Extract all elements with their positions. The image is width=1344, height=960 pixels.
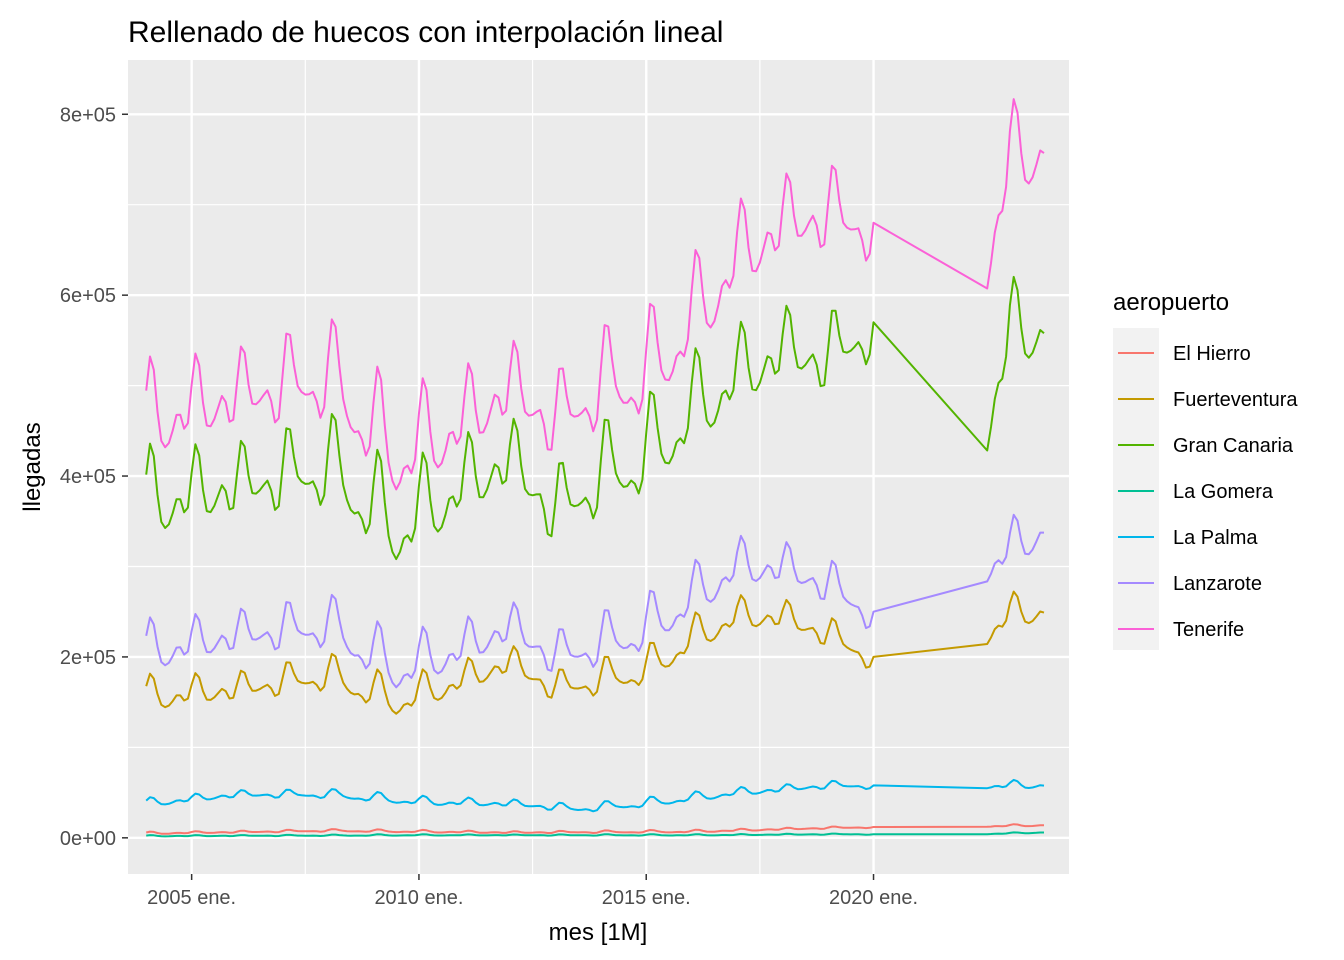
x-tick-label: 2015 ene. [602, 887, 691, 909]
series-line-el-hierro [145, 823, 1044, 835]
legend-label: El Hierro [1173, 343, 1251, 365]
series-line-fuerteventura [145, 590, 1045, 715]
x-tick-label: 2020 ene. [829, 887, 918, 909]
y-axis-ticks: 0e+00 2e+05 4e+05 6e+05 8e+05 [60, 104, 128, 850]
plot-panel [128, 60, 1069, 874]
series-line-tenerife [145, 98, 1045, 491]
legend-label: La Palma [1173, 527, 1258, 549]
legend-items: El Hierro Fuerteventura Gran Canaria La Gom… [1118, 343, 1298, 641]
y-tick-label: 0e+00 [60, 828, 116, 850]
x-axis-title: mes [1M] [549, 919, 648, 946]
series-line-la-palma [145, 778, 1045, 813]
y-tick-label: 2e+05 [60, 647, 116, 669]
x-tick-label: 2005 ene. [147, 887, 236, 909]
legend-label: Fuerteventura [1173, 389, 1298, 411]
y-tick-label: 4e+05 [60, 466, 116, 488]
legend-title: aeropuerto [1113, 289, 1229, 316]
y-tick-label: 8e+05 [60, 104, 116, 126]
x-tick-label: 2010 ene. [374, 887, 463, 909]
legend: aeropuerto El Hierro Fuerteventura Gran Ca… [1113, 289, 1298, 650]
series-line-lanzarote [145, 513, 1044, 689]
series-line-gran-canaria [145, 275, 1045, 561]
y-tick-label: 6e+05 [60, 285, 116, 307]
legend-label: Tenerife [1173, 619, 1244, 641]
legend-key-background [1113, 328, 1159, 650]
y-axis-title: llegadas [19, 422, 46, 511]
series-line-la-gomera [146, 831, 1044, 838]
chart-title: Rellenado de huecos con interpolación li… [128, 16, 723, 49]
legend-label: La Gomera [1173, 481, 1274, 503]
series-lines [145, 98, 1045, 838]
legend-label: Lanzarote [1173, 573, 1262, 595]
legend-label: Gran Canaria [1173, 435, 1294, 457]
x-axis-ticks: 2005 ene. 2010 ene. 2015 ene. 2020 ene. [147, 874, 918, 909]
